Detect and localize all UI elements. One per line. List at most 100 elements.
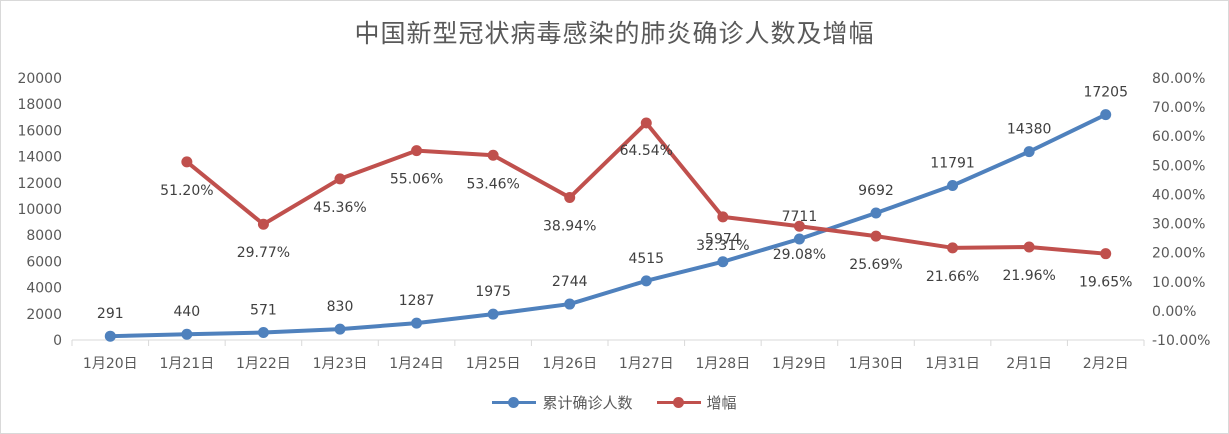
series-point-0 bbox=[717, 256, 729, 268]
data-label-1: 55.06% bbox=[390, 172, 443, 188]
x-tick-label: 1月31日 bbox=[925, 356, 980, 372]
series-point-1 bbox=[257, 218, 269, 230]
y-left-tick-label: 20000 bbox=[17, 71, 62, 87]
series-point-0 bbox=[487, 308, 499, 320]
y-right-tick-label: 20.00% bbox=[1152, 246, 1205, 262]
series-line-0 bbox=[108, 112, 1108, 339]
y-right-tick-label: 10.00% bbox=[1152, 275, 1205, 291]
chart-legend: 累计确诊人数 增幅 bbox=[0, 392, 1229, 413]
series-point-0 bbox=[104, 330, 116, 342]
data-label-0: 9692 bbox=[858, 183, 894, 199]
legend-item-cumulative[interactable]: 累计确诊人数 bbox=[492, 392, 633, 413]
series-point-1 bbox=[947, 242, 959, 254]
series-point-1 bbox=[487, 149, 499, 161]
y-right-tick-label: 60.00% bbox=[1152, 129, 1205, 145]
y-right-tick-label: 0.00% bbox=[1152, 304, 1196, 320]
series-point-0 bbox=[334, 323, 346, 335]
data-label-0: 2744 bbox=[552, 274, 588, 290]
series-point-1 bbox=[411, 145, 423, 157]
data-label-0: 830 bbox=[327, 299, 354, 315]
x-tick-label: 1月21日 bbox=[159, 356, 214, 372]
series-point-1 bbox=[870, 230, 882, 242]
y-right-tick-label: 70.00% bbox=[1152, 100, 1205, 116]
series-point-0 bbox=[947, 180, 959, 192]
series-point-1 bbox=[334, 173, 346, 185]
series-point-0 bbox=[411, 317, 423, 329]
y-right-tick-label: 40.00% bbox=[1152, 187, 1205, 203]
data-label-1: 25.69% bbox=[849, 257, 902, 273]
series-point-0 bbox=[870, 207, 882, 219]
series-point-1 bbox=[717, 211, 729, 223]
y-left-tick-label: 12000 bbox=[17, 176, 62, 192]
x-tick-label: 2月1日 bbox=[1006, 356, 1052, 372]
y-right-tick-label: 30.00% bbox=[1152, 217, 1205, 233]
data-label-1: 21.66% bbox=[926, 269, 979, 285]
series-point-1 bbox=[181, 156, 193, 168]
data-label-1: 53.46% bbox=[466, 176, 519, 192]
y-right-tick-label: 80.00% bbox=[1152, 71, 1205, 87]
data-label-1: 51.20% bbox=[160, 183, 213, 199]
series-point-0 bbox=[564, 298, 576, 310]
data-label-1: 29.77% bbox=[237, 245, 290, 261]
data-label-1: 21.96% bbox=[1002, 268, 1055, 284]
data-label-1: 38.94% bbox=[543, 219, 596, 235]
data-label-0: 11791 bbox=[930, 156, 975, 172]
y-left-tick-label: 8000 bbox=[26, 228, 62, 244]
legend-line-cumulative bbox=[492, 397, 537, 408]
data-label-0: 14380 bbox=[1007, 122, 1052, 138]
legend-line-growth bbox=[656, 397, 701, 408]
series-point-0 bbox=[793, 233, 805, 245]
series-point-1 bbox=[793, 220, 805, 232]
data-label-1: 45.36% bbox=[313, 200, 366, 216]
series-point-0 bbox=[1100, 109, 1112, 121]
y-left-tick-label: 0 bbox=[53, 333, 62, 349]
y-right-tick-label: -10.00% bbox=[1152, 333, 1210, 349]
series-point-0 bbox=[1023, 146, 1035, 158]
series-point-0 bbox=[181, 328, 193, 340]
x-tick-label: 1月24日 bbox=[389, 356, 444, 372]
legend-item-growth[interactable]: 增幅 bbox=[656, 392, 737, 413]
data-label-0: 1975 bbox=[475, 284, 511, 300]
data-label-1: 64.54% bbox=[620, 143, 673, 159]
y-left-tick-label: 18000 bbox=[17, 97, 62, 113]
series-point-1 bbox=[1023, 241, 1035, 253]
x-tick-label: 1月28日 bbox=[695, 356, 750, 372]
x-tick-label: 1月27日 bbox=[619, 356, 674, 372]
data-label-1: 32.31% bbox=[696, 238, 749, 254]
series-point-0 bbox=[640, 275, 652, 287]
data-label-0: 4515 bbox=[628, 251, 664, 267]
y-left-tick-label: 2000 bbox=[26, 307, 62, 323]
data-label-0: 1287 bbox=[399, 293, 435, 309]
data-label-0: 571 bbox=[250, 303, 277, 319]
x-tick-label: 1月22日 bbox=[236, 356, 291, 372]
x-tick-label: 1月29日 bbox=[772, 356, 827, 372]
y-left-tick-label: 6000 bbox=[26, 254, 62, 270]
data-label-0: 291 bbox=[97, 306, 124, 322]
series-point-1 bbox=[564, 192, 576, 204]
chart-title: 中国新型冠状病毒感染的肺炎确诊人数及增幅 bbox=[354, 19, 875, 48]
data-label-0: 7711 bbox=[782, 209, 818, 225]
y-left-tick-label: 14000 bbox=[17, 150, 62, 166]
x-tick-label: 2月2日 bbox=[1083, 356, 1129, 372]
y-left-tick-label: 16000 bbox=[17, 123, 62, 139]
series-point-0 bbox=[257, 327, 269, 339]
data-label-0: 5974 bbox=[705, 232, 741, 248]
x-tick-label: 1月26日 bbox=[542, 356, 597, 372]
x-tick-label: 1月20日 bbox=[83, 356, 138, 372]
data-label-1: 29.08% bbox=[773, 247, 826, 263]
legend-label-cumulative: 累计确诊人数 bbox=[542, 394, 633, 412]
series-point-1 bbox=[1100, 248, 1112, 260]
y-left-tick-label: 10000 bbox=[17, 202, 62, 218]
y-right-tick-label: 50.00% bbox=[1152, 158, 1205, 174]
data-label-0: 440 bbox=[173, 304, 200, 320]
series-point-1 bbox=[640, 117, 652, 129]
data-label-0: 17205 bbox=[1083, 85, 1128, 101]
y-left-tick-label: 4000 bbox=[26, 281, 62, 297]
x-tick-label: 1月25日 bbox=[466, 356, 521, 372]
x-tick-label: 1月30日 bbox=[849, 356, 904, 372]
legend-label-growth: 增幅 bbox=[706, 394, 737, 412]
data-label-1: 19.65% bbox=[1079, 275, 1132, 291]
x-tick-label: 1月23日 bbox=[313, 356, 368, 372]
